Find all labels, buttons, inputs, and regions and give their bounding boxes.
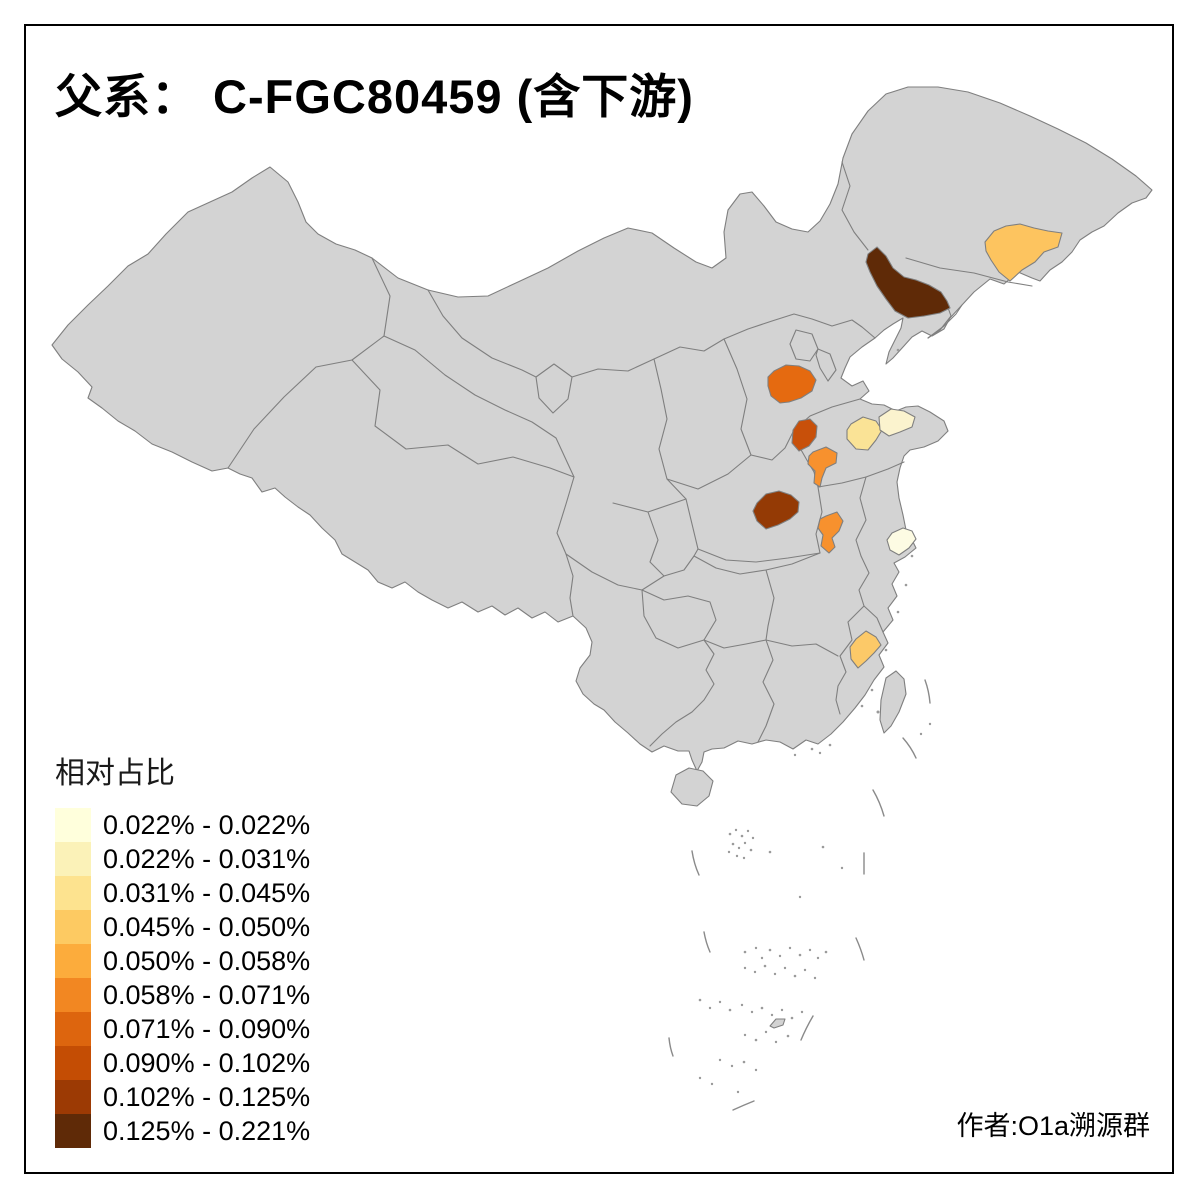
map-region-4: [791, 418, 818, 452]
legend-row: 0.125% - 0.221%: [55, 1114, 310, 1148]
legend-row: 0.090% - 0.102%: [55, 1046, 310, 1080]
map-region-1: [984, 223, 1063, 282]
author-credit: 作者:O1a溯源群: [956, 1111, 1150, 1141]
legend-label: 0.022% - 0.022%: [103, 809, 311, 840]
legend-label: 0.090% - 0.102%: [103, 1047, 311, 1078]
map-region-10: [886, 527, 917, 556]
legend-label: 0.071% - 0.090%: [103, 1013, 311, 1044]
map-region-5: [807, 446, 838, 488]
legend-label: 0.022% - 0.031%: [103, 843, 311, 874]
hainan-island: [670, 767, 714, 807]
legend-title: 相对占比: [55, 757, 175, 790]
legend-swatch: [55, 1012, 91, 1046]
legend: 相对占比 0.022% - 0.022% 0.022% - 0.031% 0.0…: [55, 748, 310, 1148]
taiwan-island: [879, 670, 907, 734]
map-region-11: [849, 630, 882, 669]
page-title: 父系： C-FGC80459 (含下游): [55, 70, 694, 123]
map-region-3: [767, 364, 817, 404]
legend-row: 0.022% - 0.022%: [55, 808, 310, 842]
legend-label: 0.125% - 0.221%: [103, 1115, 311, 1146]
legend-row: 0.031% - 0.045%: [55, 876, 310, 910]
legend-label: 0.102% - 0.125%: [103, 1081, 311, 1112]
shaded-regions: [752, 223, 1063, 669]
map-region-2: [865, 246, 951, 319]
map-region-9: [817, 511, 844, 554]
legend-swatch: [55, 944, 91, 978]
legend-label: 0.045% - 0.050%: [103, 911, 311, 942]
legend-label: 0.058% - 0.071%: [103, 979, 311, 1010]
legend-row: 0.022% - 0.031%: [55, 842, 310, 876]
legend-swatch: [55, 876, 91, 910]
map-region-8: [752, 490, 800, 530]
legend-swatch: [55, 1080, 91, 1114]
legend-row: 0.050% - 0.058%: [55, 944, 310, 978]
mainland-china-outline: [51, 86, 1153, 772]
small-reef-island: [769, 1018, 786, 1029]
map-region-7: [878, 408, 916, 437]
legend-row: 0.045% - 0.050%: [55, 910, 310, 944]
map-region-6: [846, 416, 883, 451]
legend-swatch: [55, 978, 91, 1012]
legend-swatch: [55, 808, 91, 842]
sea-boundary-dashes: [668, 679, 931, 1111]
legend-swatch: [55, 1114, 91, 1148]
legend-swatch: [55, 842, 91, 876]
legend-row: 0.058% - 0.071%: [55, 978, 310, 1012]
legend-row: 0.102% - 0.125%: [55, 1080, 310, 1114]
islet-specks: [698, 348, 932, 1094]
legend-row: 0.071% - 0.090%: [55, 1012, 310, 1046]
legend-swatch: [55, 910, 91, 944]
legend-swatch: [55, 1046, 91, 1080]
legend-label: 0.031% - 0.045%: [103, 877, 311, 908]
legend-label: 0.050% - 0.058%: [103, 945, 311, 976]
